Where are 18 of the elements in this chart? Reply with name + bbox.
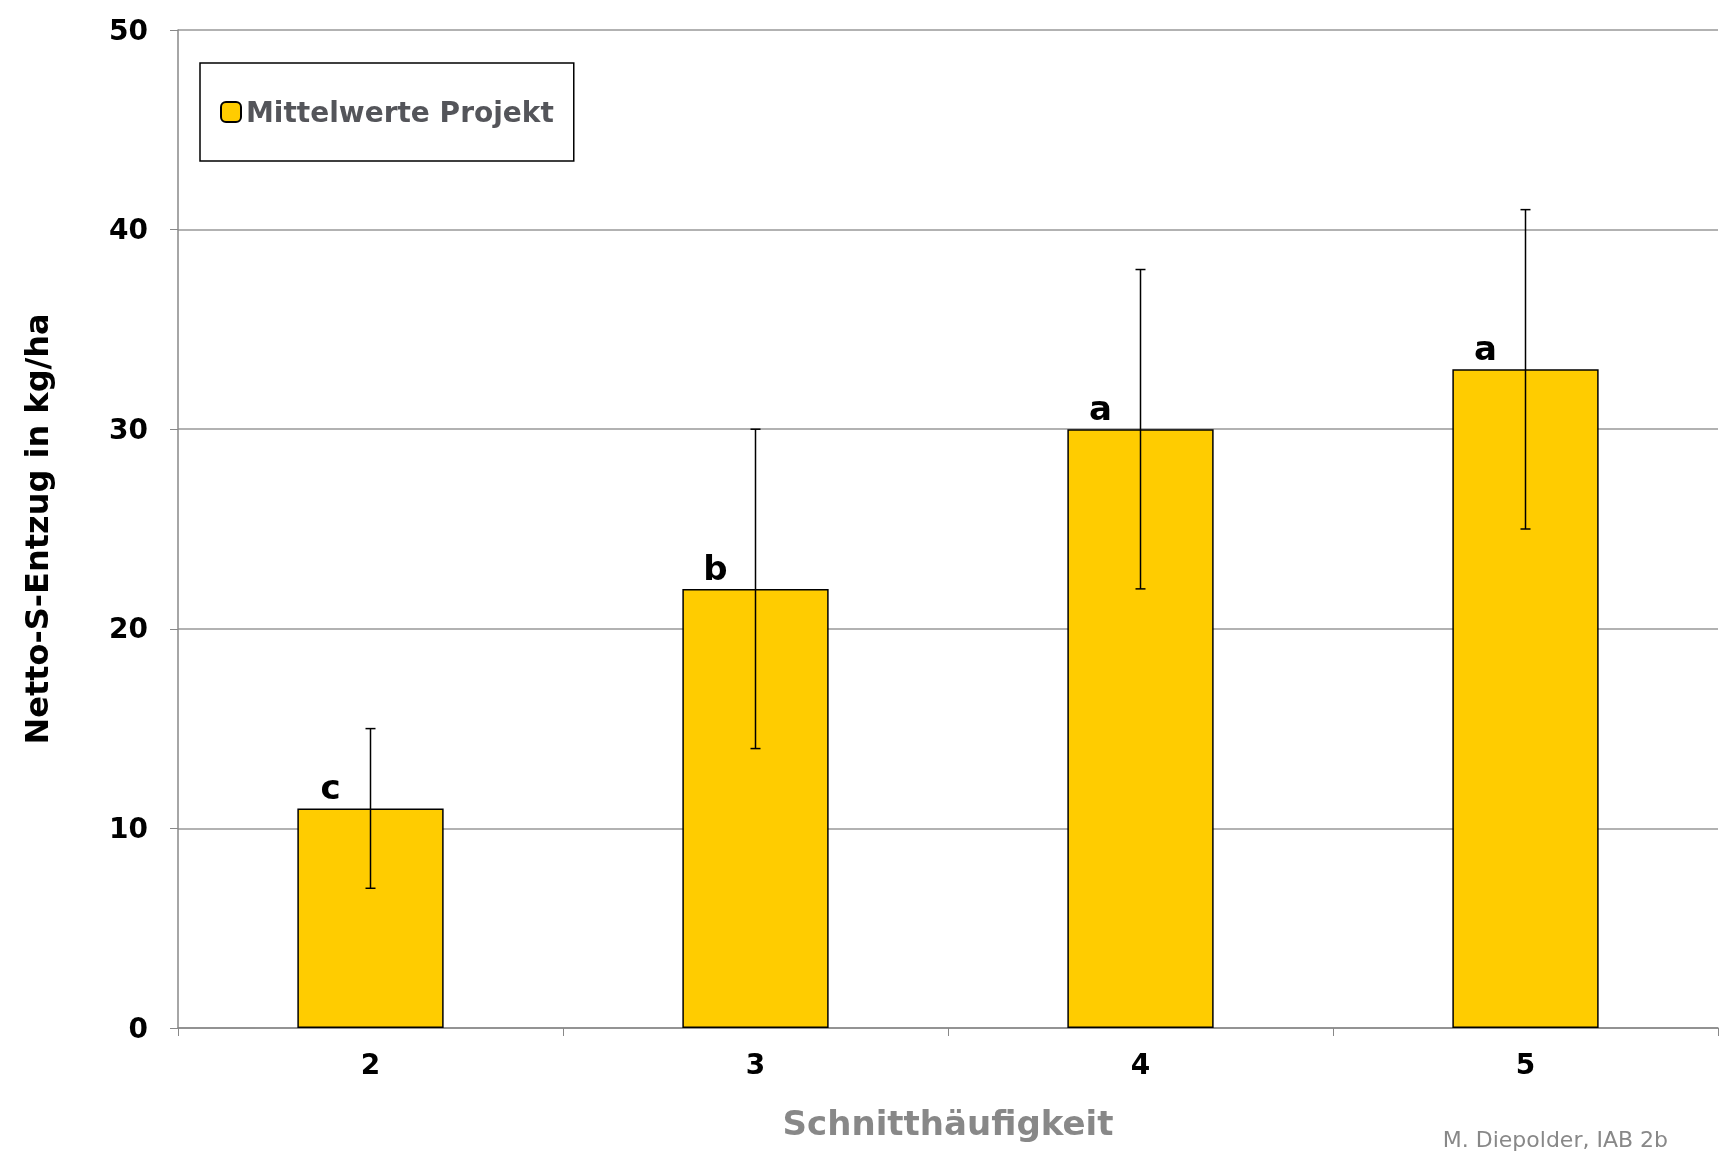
text: M. Diepolder, IAB 2b bbox=[1442, 1126, 1669, 1152]
y-tick-label: 20 bbox=[109, 612, 148, 646]
x-tick-label: 4 bbox=[1130, 1047, 1151, 1081]
x-tick-label: 2 bbox=[360, 1047, 381, 1081]
annotation: a bbox=[1089, 388, 1112, 429]
y-axis-title: Netto-S-Entzug in kg/ha bbox=[18, 313, 56, 745]
annotation: c bbox=[320, 767, 341, 808]
annotation: a bbox=[1474, 328, 1497, 369]
y-tick-label: 30 bbox=[109, 412, 148, 446]
x-tick-label: 5 bbox=[1515, 1047, 1536, 1081]
x-tick-label: 3 bbox=[745, 1047, 766, 1081]
x-axis-title: Schnitthäufigkeit bbox=[782, 1103, 1114, 1143]
legend-label: Mittelwerte Projekt bbox=[246, 95, 554, 129]
annotation: b bbox=[703, 547, 728, 588]
y-tick-label: 10 bbox=[109, 811, 148, 845]
y-tick-label: 40 bbox=[109, 213, 148, 247]
y-tick-label: 0 bbox=[128, 1011, 148, 1045]
y-tick-label: 50 bbox=[109, 13, 148, 47]
